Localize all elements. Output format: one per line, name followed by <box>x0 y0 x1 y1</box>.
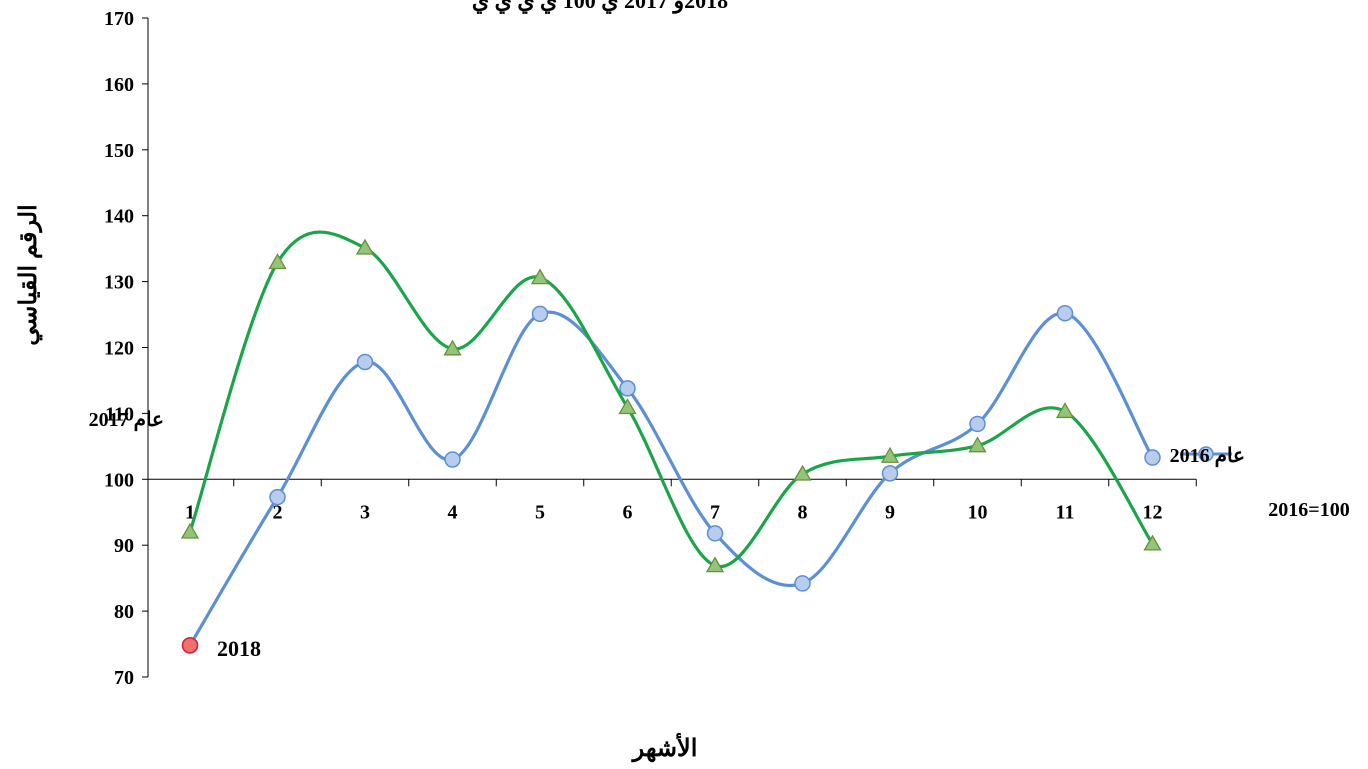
y-tick-label: 170 <box>104 8 134 30</box>
legend-2016: عام 2016 <box>1170 445 1245 468</box>
x-tick-label: 10 <box>968 501 988 523</box>
x-tick-label: 11 <box>1056 501 1075 523</box>
y-tick-label: 140 <box>104 206 134 228</box>
x-tick-label: 6 <box>623 501 633 523</box>
series-2017 <box>180 230 1162 573</box>
x-tick-label: 9 <box>885 501 895 523</box>
series-2016-point <box>269 488 286 506</box>
series-2016-point <box>356 353 374 371</box>
series-2017-point <box>1055 402 1075 419</box>
x-tick-label: 12 <box>1143 501 1163 523</box>
y-tick-label: 110 <box>105 403 134 425</box>
label-2017: عام 2017 <box>89 409 164 432</box>
y-axis-label: الرقم القياسي <box>16 204 43 345</box>
series-2016-point <box>444 451 461 468</box>
y-tick-label: 160 <box>104 74 134 96</box>
series-2017-line <box>188 230 1154 569</box>
x-tick-label: 7 <box>710 501 720 523</box>
x-tick-label: 3 <box>360 501 370 523</box>
x-tick-label: 4 <box>448 501 458 523</box>
series-2016-point <box>619 380 636 397</box>
series-2016-point <box>1056 304 1074 322</box>
y-tick-label: 70 <box>114 667 134 689</box>
series-2018 <box>181 637 199 654</box>
series-2017-point <box>530 268 550 285</box>
series-2016-point <box>706 525 724 542</box>
series-2016-point <box>531 305 549 323</box>
series-2017-point <box>705 556 725 573</box>
series-2016-point <box>1144 449 1161 466</box>
series-2016-point <box>969 415 986 433</box>
series-2018-point <box>181 637 199 654</box>
series-2017-point <box>355 238 375 255</box>
series-2017-point <box>880 446 900 463</box>
x-tick-label: 2 <box>273 501 283 523</box>
chart-title: 2018و 2017 ي 100 ي ي ي ي <box>472 0 728 14</box>
series-2017-point <box>618 398 637 415</box>
series-2017-point <box>793 464 812 481</box>
series-layer <box>180 230 1162 654</box>
series-2016-point <box>794 575 811 592</box>
base-note: 2016=100 <box>1268 499 1349 521</box>
x-tick-label: 8 <box>798 501 808 523</box>
y-tick-label: 120 <box>104 338 134 360</box>
x-tick-label: 1 <box>185 501 195 523</box>
series-2017-point <box>1143 534 1162 551</box>
series-2017-point <box>443 339 462 356</box>
legend-2016-marker <box>1198 446 1214 462</box>
x-axis-label: الأشهر <box>631 731 698 763</box>
legend-2016-text: عام 2016 <box>1170 445 1245 468</box>
series-2017-point <box>968 436 987 453</box>
x-tick-label: 5 <box>535 501 545 523</box>
y-tick-label: 90 <box>114 535 134 557</box>
y-tick-label: 100 <box>104 469 134 491</box>
label-2018: 2018 <box>217 636 261 661</box>
y-tick-label: 130 <box>104 272 134 294</box>
y-tick-label: 150 <box>104 140 134 162</box>
series-2017-point <box>180 522 200 539</box>
series-2016-point <box>881 465 899 482</box>
y-tick-label: 80 <box>114 601 134 623</box>
series-2017-point <box>268 253 287 270</box>
series-2016-line <box>188 310 1154 647</box>
